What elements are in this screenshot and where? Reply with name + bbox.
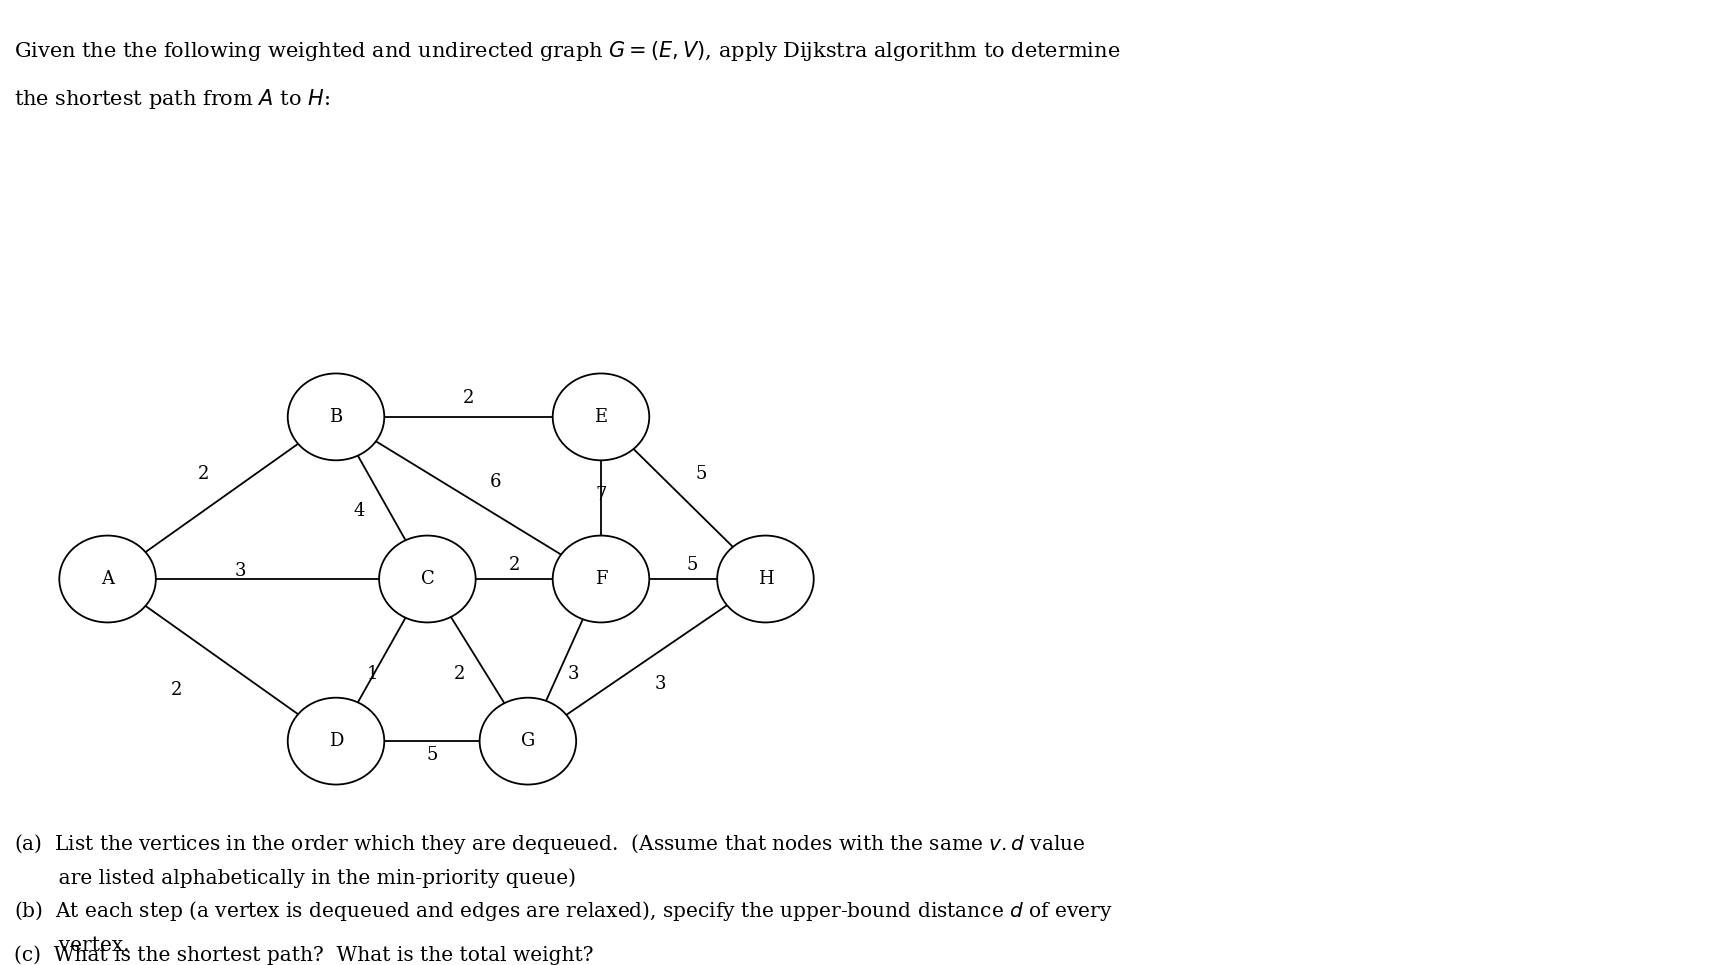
Text: 2: 2 (462, 389, 474, 407)
Ellipse shape (479, 698, 575, 785)
Text: vertex.: vertex. (14, 936, 129, 955)
Text: 2: 2 (508, 557, 520, 574)
Ellipse shape (379, 536, 476, 622)
Text: are listed alphabetically in the min-priority queue): are listed alphabetically in the min-pri… (14, 868, 575, 888)
Text: B: B (329, 408, 343, 426)
Text: 3: 3 (655, 676, 665, 694)
Ellipse shape (59, 536, 155, 622)
Text: 2: 2 (171, 680, 181, 699)
Text: 3: 3 (234, 562, 246, 580)
Text: 2: 2 (198, 464, 208, 482)
Text: the shortest path from $A$ to $H$:: the shortest path from $A$ to $H$: (14, 87, 329, 111)
Text: (b)  At each step (a vertex is dequeued and edges are relaxed), specify the uppe: (b) At each step (a vertex is dequeued a… (14, 899, 1111, 924)
Ellipse shape (288, 698, 384, 785)
Text: Given the the following weighted and undirected graph $G = (E, V)$, apply Dijkst: Given the the following weighted and und… (14, 39, 1120, 63)
Text: (a)  List the vertices in the order which they are dequeued.  (Assume that nodes: (a) List the vertices in the order which… (14, 832, 1085, 856)
Ellipse shape (553, 536, 650, 622)
Text: 1: 1 (367, 665, 377, 682)
Text: 6: 6 (489, 473, 501, 491)
Text: E: E (594, 408, 606, 426)
Text: H: H (756, 570, 774, 588)
Ellipse shape (553, 373, 650, 460)
Text: D: D (329, 732, 343, 750)
Text: 2: 2 (453, 665, 465, 682)
Text: 3: 3 (567, 665, 579, 682)
Text: 5: 5 (696, 464, 706, 482)
Text: F: F (594, 570, 606, 588)
Text: 5: 5 (426, 746, 438, 763)
Text: A: A (102, 570, 114, 588)
Text: 5: 5 (686, 557, 698, 574)
Text: (c)  What is the shortest path?  What is the total weight?: (c) What is the shortest path? What is t… (14, 946, 593, 965)
Text: G: G (520, 732, 534, 750)
Text: 7: 7 (594, 486, 606, 505)
Ellipse shape (717, 536, 813, 622)
Text: C: C (420, 570, 434, 588)
Ellipse shape (288, 373, 384, 460)
Text: 4: 4 (353, 503, 364, 520)
